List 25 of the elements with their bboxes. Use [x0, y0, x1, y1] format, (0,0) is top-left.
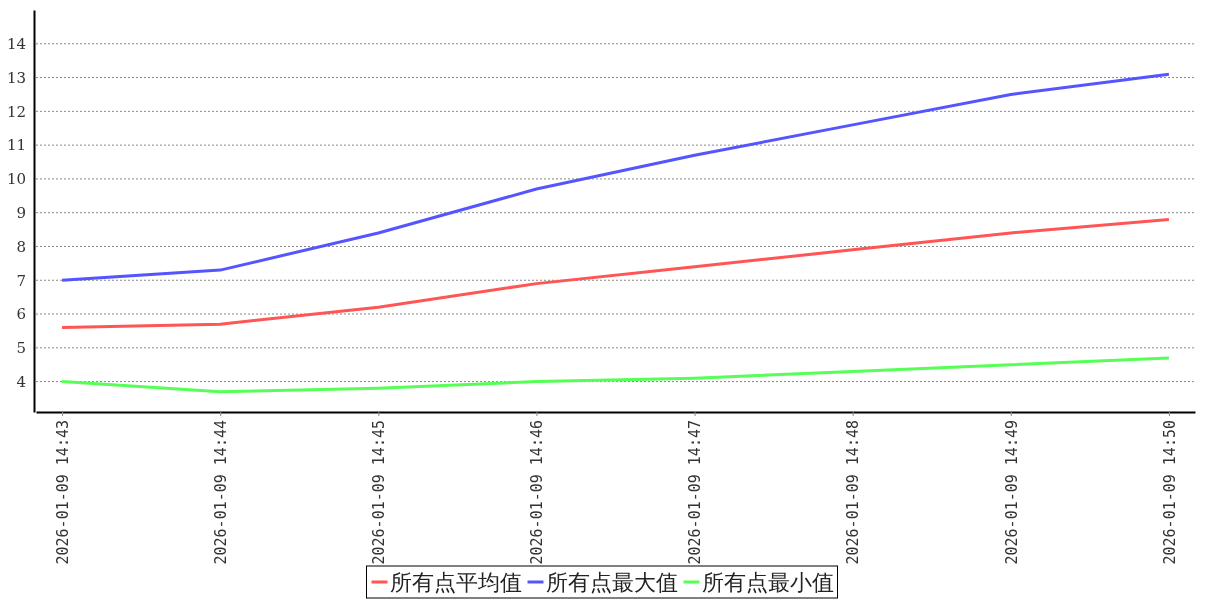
y-tick-label: 13	[6, 68, 26, 87]
line-series	[60, 217, 1171, 330]
x-tick-label: 2026-01-09 14:43	[53, 420, 72, 565]
y-tick-label: 5	[16, 339, 26, 358]
y-tick-label: 8	[16, 237, 26, 256]
legend-label: 所有点平均值	[389, 569, 522, 595]
x-tick-label: 2026-01-09 14:50	[1160, 420, 1179, 565]
x-tick-label: 2026-01-09 14:47	[686, 420, 705, 565]
line-series	[60, 72, 1171, 282]
legend-label: 所有点最小值	[701, 569, 834, 595]
y-tick-label: 7	[16, 271, 26, 290]
x-tick-label: 2026-01-09 14:46	[528, 420, 547, 565]
y-tick-label: 12	[6, 102, 26, 121]
line-series	[60, 356, 1171, 394]
y-tick-label: 14	[6, 35, 26, 54]
y-tick-label: 4	[16, 372, 26, 391]
y-tick-label: 10	[6, 170, 26, 189]
x-tick-label: 2026-01-09 14:48	[844, 420, 863, 565]
x-tick-label: 2026-01-09 14:49	[1002, 420, 1021, 565]
legend-label: 所有点最大值	[545, 569, 678, 595]
x-tick-label: 2026-01-09 14:44	[211, 420, 230, 565]
y-tick-label: 11	[6, 136, 26, 155]
y-tick-label: 9	[16, 203, 26, 222]
x-tick-label: 2026-01-09 14:45	[370, 420, 389, 565]
y-tick-label: 6	[16, 305, 26, 324]
